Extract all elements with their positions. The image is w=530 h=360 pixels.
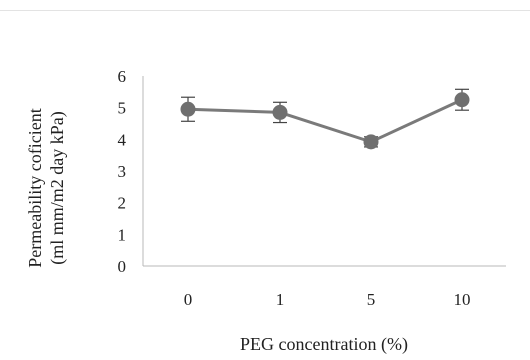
top-divider: [0, 10, 530, 11]
data-point-10: [454, 92, 470, 108]
data-point-1: [272, 104, 288, 120]
data-point-0: [180, 101, 196, 117]
y-tick-label-2: 2: [118, 194, 127, 213]
y-tick-label-1: 1: [118, 225, 127, 244]
y-tick-label-3: 3: [118, 162, 127, 181]
series-line: [187, 98, 463, 144]
y-axis-label-line-1: Permeability coficient: [25, 108, 45, 267]
y-tick-label-5: 5: [118, 99, 127, 118]
x-tick-labels: 0 1 5 10: [184, 290, 471, 309]
x-tick-label-1: 1: [276, 290, 285, 309]
x-tick-label-5: 5: [367, 290, 376, 309]
chart-axes: [142, 76, 506, 267]
y-tick-labels: 0 1 2 3 4 5 6: [118, 67, 127, 276]
y-axis-label: Permeability coficient (ml mm/m2 day kPa…: [25, 108, 68, 267]
x-tick-label-0: 0: [184, 290, 193, 309]
y-tick-label-0: 0: [118, 257, 127, 276]
data-point-5: [363, 134, 379, 150]
data-points: [180, 92, 470, 150]
y-axis-label-line-2: (ml mm/m2 day kPa): [47, 111, 68, 264]
x-axis-label: PEG concentration (%): [240, 334, 408, 355]
y-tick-label-6: 6: [118, 67, 127, 86]
y-tick-label-4: 4: [118, 130, 127, 149]
x-tick-label-10: 10: [454, 290, 471, 309]
